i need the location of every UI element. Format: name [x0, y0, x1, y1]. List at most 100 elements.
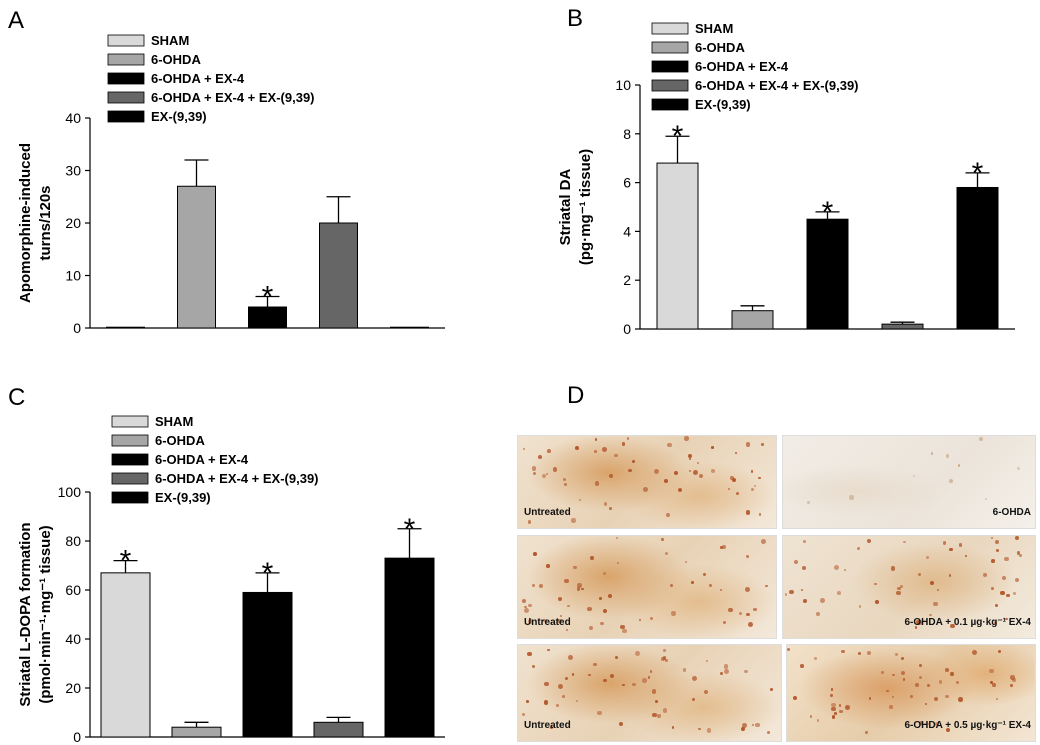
stained-cell	[547, 448, 552, 453]
y-tick-label: 20	[65, 215, 81, 231]
stained-cell	[608, 473, 614, 479]
stained-cell	[730, 476, 734, 480]
stained-cell	[523, 608, 529, 613]
stained-cell	[948, 478, 953, 483]
y-tick-label: 80	[65, 533, 81, 549]
stained-cell	[608, 507, 612, 511]
stained-cell	[901, 657, 904, 660]
stained-cell	[930, 452, 934, 455]
stained-cell	[839, 709, 843, 714]
y-axis-label: turns/120s	[37, 185, 54, 260]
legend-swatch	[651, 41, 689, 54]
stained-cell	[531, 664, 536, 669]
stained-cell	[750, 470, 754, 473]
stained-cell	[669, 583, 674, 588]
significance-marker: *	[822, 196, 834, 229]
legend-swatch	[107, 72, 145, 85]
stained-cell	[793, 560, 798, 565]
stained-cell	[807, 501, 811, 504]
stained-cell	[892, 673, 895, 677]
micrograph-label: Untreated	[524, 720, 571, 731]
stained-cell	[615, 655, 619, 660]
stained-cell	[632, 683, 636, 687]
stained-cell	[831, 715, 836, 719]
stained-cell	[688, 454, 693, 459]
bar-1	[656, 162, 699, 330]
stained-cell	[571, 518, 576, 523]
stained-cell	[573, 566, 577, 570]
stained-cell	[956, 681, 959, 684]
stained-cell	[618, 722, 623, 727]
micrograph-label: 6-OHDA	[992, 507, 1031, 518]
y-tick-label: 8	[623, 126, 631, 142]
stained-cell	[562, 695, 565, 699]
stained-cell	[635, 650, 641, 656]
stained-cell	[800, 664, 804, 669]
significance-marker: *	[120, 545, 132, 578]
stained-cell	[913, 475, 916, 478]
legend-label: 6-OHDA + EX-4 + EX-(9,39)	[151, 90, 315, 105]
stained-cell	[993, 621, 998, 625]
micrograph-2: 6-OHDA	[782, 435, 1036, 529]
stained-cell	[802, 539, 806, 543]
bar-4	[313, 721, 364, 738]
stained-cell	[523, 605, 527, 609]
stained-cell	[632, 459, 636, 463]
stained-cell	[946, 727, 951, 732]
stained-cell	[1014, 578, 1019, 583]
stained-cell	[849, 495, 854, 500]
stained-cell	[724, 668, 730, 674]
stained-cell	[978, 436, 984, 442]
stained-cell	[995, 603, 999, 608]
stained-cell	[643, 486, 648, 492]
stained-cell	[809, 715, 813, 718]
stained-cell	[834, 712, 837, 715]
stained-cell	[558, 597, 563, 602]
stained-cell	[972, 649, 977, 655]
stained-cell	[567, 605, 570, 608]
bar-2	[731, 310, 774, 330]
stained-cell	[857, 547, 861, 550]
stained-cell	[667, 443, 672, 448]
stained-cell	[995, 540, 1000, 545]
stained-cell	[575, 446, 580, 451]
stained-cell	[800, 588, 804, 592]
stained-cell	[538, 583, 543, 588]
stained-cell	[745, 586, 750, 592]
stained-cell	[1018, 554, 1022, 558]
stained-cell	[900, 670, 906, 676]
stained-cell	[990, 536, 994, 540]
stained-cell	[533, 552, 538, 556]
stained-cell	[594, 481, 600, 487]
stained-cell	[531, 583, 536, 588]
bar-5	[390, 326, 429, 329]
stained-cell	[567, 655, 573, 661]
stained-cell	[532, 472, 536, 476]
stained-cell	[747, 622, 753, 627]
y-tick-label: 0	[623, 321, 631, 337]
stained-cell	[699, 474, 704, 479]
legend-swatch	[651, 98, 689, 111]
stained-cell	[527, 619, 533, 625]
stained-cell	[1012, 591, 1017, 596]
panel-letter: D	[567, 382, 585, 409]
legend-label: EX-(9,39)	[151, 109, 207, 124]
stained-cell	[897, 586, 901, 590]
stained-cell	[651, 712, 657, 718]
panel-letter: A	[8, 7, 24, 34]
y-axis-label: Striatal L-DOPA formation	[17, 522, 34, 706]
legend-label: 6-OHDA + EX-4	[155, 452, 249, 467]
stained-cell	[654, 468, 660, 474]
stained-cell	[651, 689, 657, 694]
stained-cell	[989, 668, 994, 674]
stained-cell	[728, 607, 733, 613]
stained-cell	[708, 583, 713, 588]
chart-panel-b: B 0 2 4 6 8 10 Striatal DA (pg·mg⁻¹ tissue) * * * SH…	[557, 5, 1015, 337]
stained-cell	[991, 559, 995, 563]
legend-swatch	[651, 22, 689, 35]
stained-cell	[889, 705, 893, 709]
y-axis-label: (pmol·min⁻¹·mg⁻¹ tissue)	[37, 525, 54, 703]
stained-cell	[957, 464, 961, 467]
stained-cell	[522, 447, 525, 450]
